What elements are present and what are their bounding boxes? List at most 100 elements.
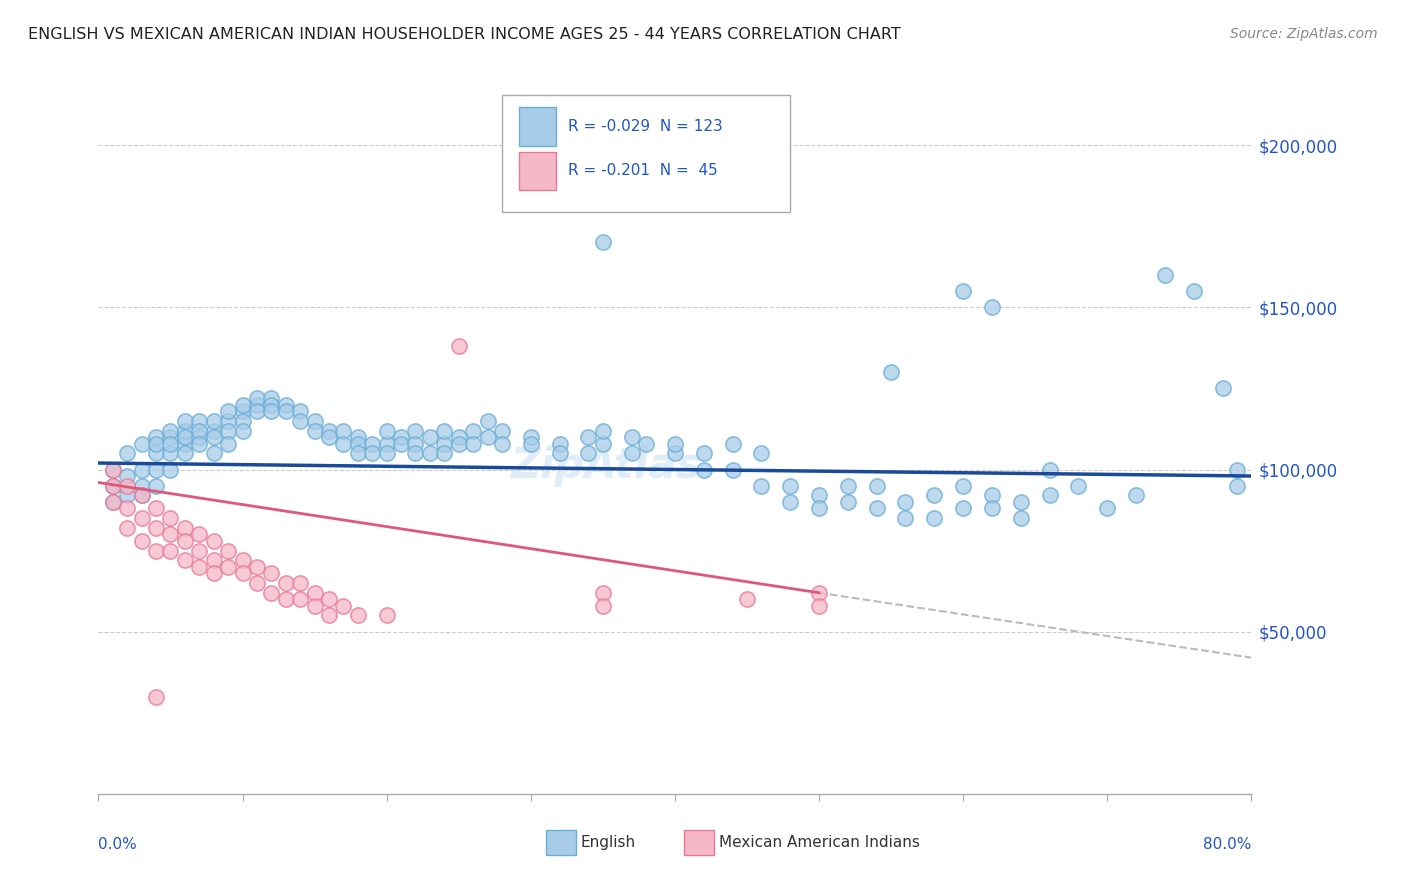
Point — [721, 436, 744, 450]
Point — [260, 586, 283, 600]
FancyBboxPatch shape — [502, 95, 790, 212]
Point — [346, 430, 368, 444]
Point — [1010, 495, 1032, 509]
Point — [880, 365, 903, 379]
Point — [159, 446, 181, 460]
Point — [433, 446, 456, 460]
Point — [808, 599, 831, 613]
Point — [202, 424, 225, 438]
Point — [131, 436, 153, 450]
Point — [491, 424, 513, 438]
Point — [145, 501, 167, 516]
Point — [217, 559, 239, 574]
Point — [246, 404, 269, 418]
Point — [952, 284, 974, 298]
Point — [1226, 462, 1249, 476]
Point — [981, 301, 1004, 315]
Point — [159, 430, 181, 444]
Point — [159, 543, 181, 558]
Point — [375, 446, 398, 460]
Point — [375, 436, 398, 450]
Point — [260, 391, 283, 405]
Point — [375, 424, 398, 438]
Point — [735, 592, 758, 607]
Point — [433, 436, 456, 450]
Point — [924, 488, 946, 502]
Point — [304, 586, 326, 600]
Point — [1212, 381, 1234, 395]
Point — [145, 521, 167, 535]
Point — [866, 501, 889, 516]
Text: R = -0.201  N =  45: R = -0.201 N = 45 — [568, 163, 717, 178]
Point — [101, 479, 124, 493]
Point — [174, 533, 197, 548]
Point — [174, 436, 197, 450]
Point — [231, 414, 254, 428]
Point — [1010, 511, 1032, 525]
Point — [318, 592, 340, 607]
Point — [405, 424, 427, 438]
Point — [894, 495, 917, 509]
Point — [274, 592, 297, 607]
Point — [751, 446, 773, 460]
Point — [274, 398, 297, 412]
Point — [101, 495, 124, 509]
Point — [866, 479, 889, 493]
Point — [188, 414, 211, 428]
Point — [188, 559, 211, 574]
Point — [592, 586, 614, 600]
Point — [304, 414, 326, 428]
Point — [1125, 488, 1147, 502]
Point — [332, 599, 354, 613]
Point — [159, 462, 181, 476]
Point — [202, 430, 225, 444]
Point — [290, 576, 312, 591]
Point — [375, 608, 398, 623]
Point — [477, 430, 499, 444]
Point — [246, 398, 269, 412]
Point — [231, 553, 254, 567]
Point — [174, 553, 197, 567]
FancyBboxPatch shape — [685, 830, 714, 855]
Point — [117, 479, 139, 493]
Point — [131, 511, 153, 525]
Point — [332, 436, 354, 450]
Point — [894, 511, 917, 525]
Point — [131, 479, 153, 493]
Point — [636, 436, 658, 450]
Text: ZipAtlas: ZipAtlas — [510, 444, 702, 487]
Point — [837, 495, 859, 509]
Point — [808, 586, 831, 600]
Point — [145, 690, 167, 704]
Point — [578, 446, 600, 460]
Point — [1039, 488, 1062, 502]
Point — [101, 479, 124, 493]
Point — [664, 436, 686, 450]
Point — [131, 462, 153, 476]
Point — [246, 559, 269, 574]
Point — [188, 424, 211, 438]
Point — [389, 430, 412, 444]
Point — [101, 462, 124, 476]
Point — [981, 488, 1004, 502]
Point — [1182, 284, 1205, 298]
Point — [389, 436, 412, 450]
Point — [332, 424, 354, 438]
Point — [290, 414, 312, 428]
Point — [1067, 479, 1090, 493]
Point — [290, 404, 312, 418]
Point — [202, 533, 225, 548]
Point — [1154, 268, 1177, 282]
Point — [779, 479, 801, 493]
Point — [620, 446, 643, 460]
Point — [117, 501, 139, 516]
Point — [145, 479, 167, 493]
Point — [1039, 462, 1062, 476]
Point — [1097, 501, 1119, 516]
Point — [924, 511, 946, 525]
Point — [433, 424, 456, 438]
Point — [159, 511, 181, 525]
Point — [117, 521, 139, 535]
Point — [346, 608, 368, 623]
Point — [318, 430, 340, 444]
